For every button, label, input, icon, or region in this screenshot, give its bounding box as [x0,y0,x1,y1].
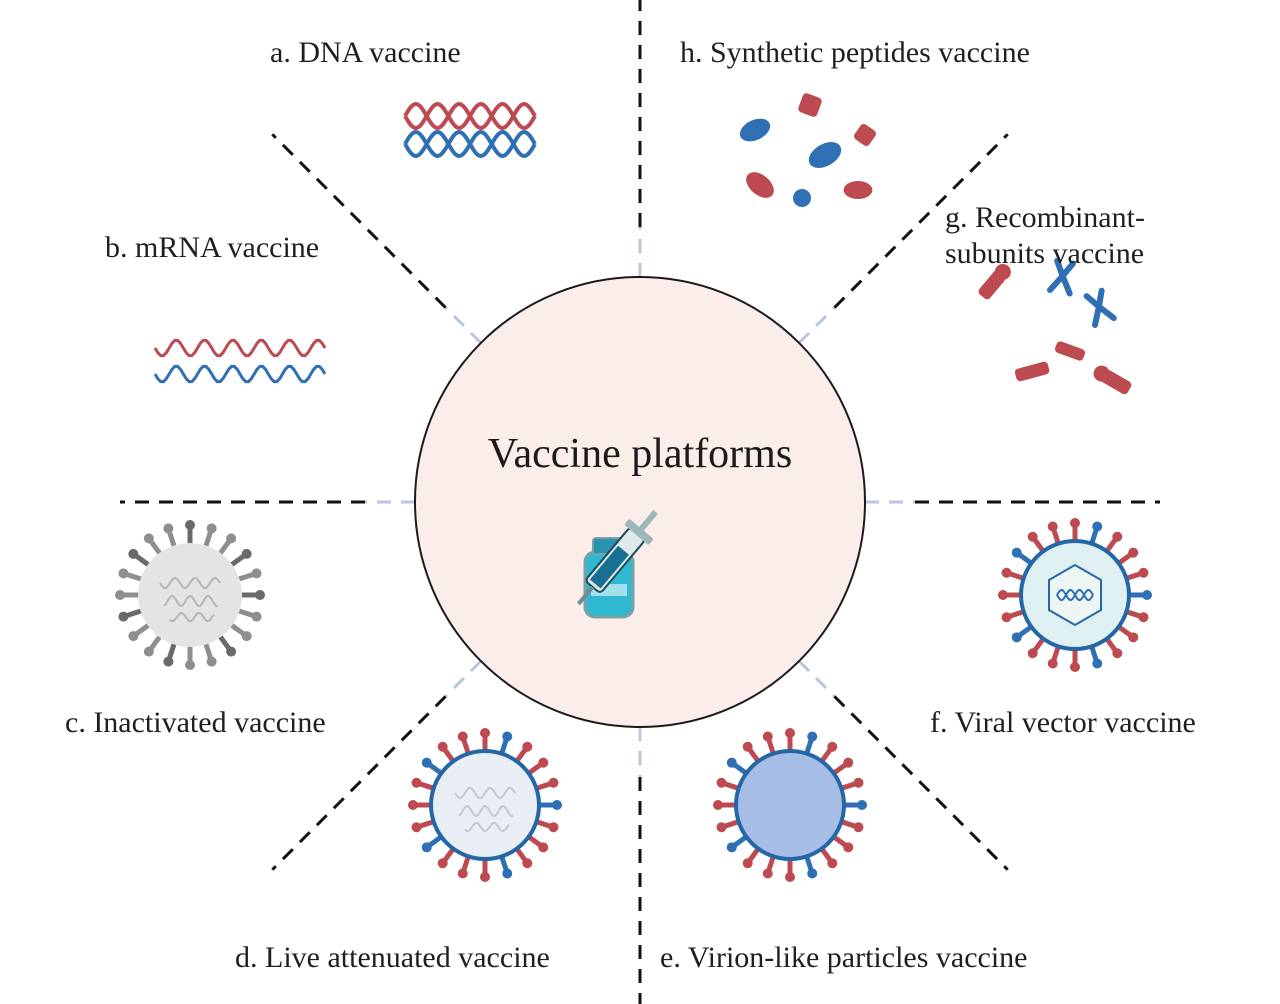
label-d: d. Live attenuated vaccine [235,940,550,976]
label-h: h. Synthetic peptides vaccine [680,35,1030,71]
label-g: g. Recombinant- subunits vaccine [945,200,1145,272]
spoke [272,134,445,307]
dna-icon [405,104,535,156]
recombinant-subunits-icon [976,260,1133,396]
label-f: f. Viral vector vaccine [930,705,1196,741]
spoke-fade [799,661,834,696]
mrna-icon [155,340,325,381]
spoke-fade [446,308,481,343]
live-attenuated-icon [408,728,562,882]
label-a: a. DNA vaccine [270,35,461,71]
center-circle [415,277,865,727]
viral-vector-icon [998,518,1152,672]
diagram-canvas [0,0,1280,1004]
inactivated-virus-icon [115,520,265,670]
spoke-fade [446,661,481,696]
label-c: c. Inactivated vaccine [65,705,326,741]
center-title: Vaccine platforms [440,430,840,478]
spoke-fade [799,308,834,343]
synthetic-peptides-icon [736,92,877,207]
label-e: e. Virion-like particles vaccine [660,940,1028,976]
label-b: b. mRNA vaccine [105,230,319,266]
vlp-icon [713,728,867,882]
